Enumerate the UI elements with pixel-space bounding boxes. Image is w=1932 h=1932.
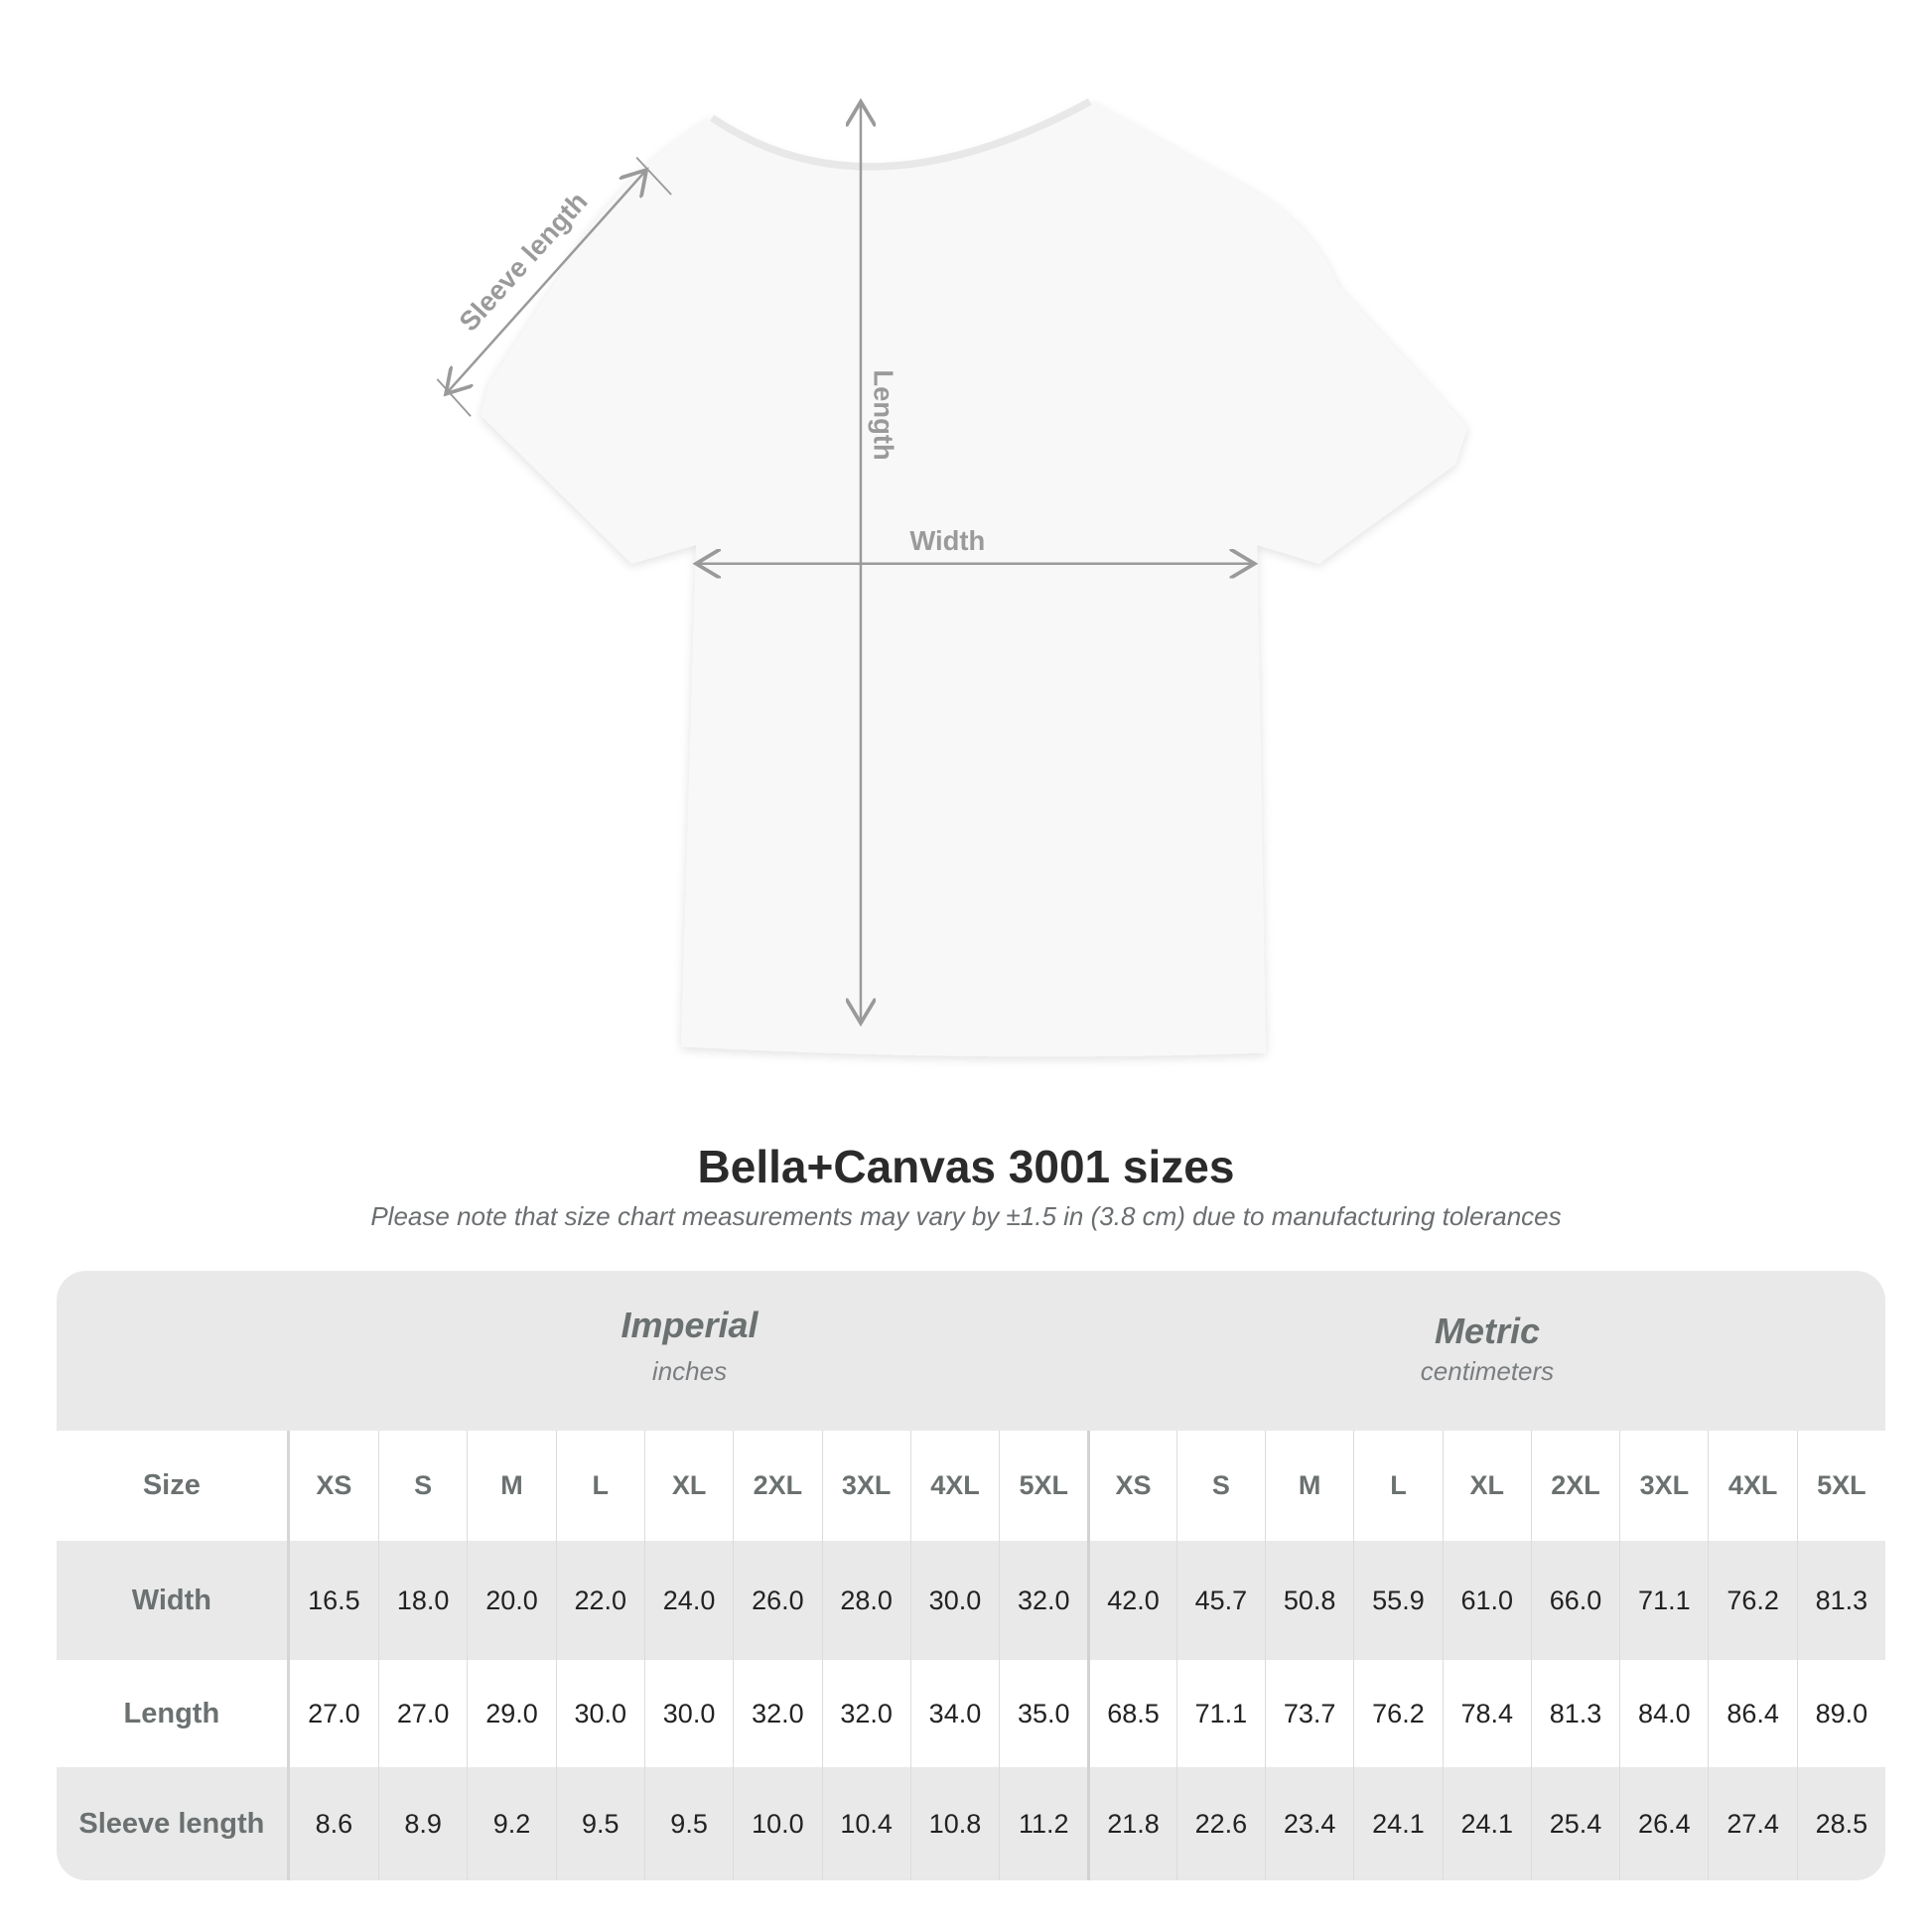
value-cell-metric: 68.5 [1087,1660,1175,1767]
value-cell-metric: 71.1 [1619,1541,1708,1660]
value-cell-imperial: 8.6 [315,1808,353,1839]
tshirt-image [481,101,1468,1057]
value-cell-metric: 45.7 [1175,1541,1265,1660]
table-row-width: Width 16.5 18.0 20.0 22.0 24.0 26.0 28.0 30.0 32.… [57,1541,1885,1660]
value-cell-metric: 71.1 [1175,1660,1265,1767]
size-header-metric: 3XL [1619,1431,1708,1541]
size-header-imperial: 3XL [821,1431,910,1541]
value-cell-imperial: 34.0 [909,1660,999,1767]
value-cell-metric: 84.0 [1619,1660,1708,1767]
value-cell-imperial: 32.0 [999,1541,1087,1660]
size-header-imperial: M [467,1431,555,1541]
value-cell-imperial: 22.0 [555,1541,644,1660]
value-cell-imperial: 24.0 [643,1541,733,1660]
size-table: Imperial inches Metric centimeters Size X… [57,1271,1885,1880]
value-cell-imperial: 30.0 [643,1660,733,1767]
header-band [57,1271,1885,1431]
value-cell-metric: 86.4 [1708,1660,1796,1767]
value-cell-imperial: 10.8 [909,1767,999,1880]
size-header-imperial: 4XL [909,1431,999,1541]
value-cell-metric: 23.4 [1265,1767,1353,1880]
value-cell-metric: 24.1 [1442,1767,1531,1880]
value-cell-imperial: 11.2 [999,1767,1087,1880]
value-cell-metric: 76.2 [1353,1660,1442,1767]
value-cell-metric: 81.3 [1796,1541,1885,1660]
length-label: Length [869,369,899,460]
value-cell-imperial: 18.0 [378,1541,467,1660]
value-cell-metric: 24.1 [1353,1767,1442,1880]
value-cell-metric: 89.0 [1796,1660,1885,1767]
tshirt-diagram: Sleeve length Length Width [436,0,1468,1057]
value-cell-imperial: 10.4 [821,1767,910,1880]
imperial-unit: inches [651,1356,728,1386]
size-header-metric: M [1265,1431,1353,1541]
value-cell-metric: 61.0 [1442,1541,1531,1660]
value-cell-imperial: 28.0 [821,1541,910,1660]
row-label: Sleeve length [57,1767,290,1880]
value-cell-imperial: 9.5 [643,1767,733,1880]
value-cell-metric: 28.5 [1796,1767,1885,1880]
value-cell-metric: 22.6 [1175,1767,1265,1880]
size-header-metric: S [1175,1431,1265,1541]
row-label: Size [57,1431,290,1541]
size-header-imperial: S [378,1431,467,1541]
value-cell-imperial: 27.0 [378,1660,467,1767]
size-header-imperial: L [555,1431,644,1541]
value-cell-imperial: 16.5 [308,1585,360,1615]
value-cell-imperial: 35.0 [999,1660,1087,1767]
metric-header: Metric centimeters [1089,1271,1885,1431]
value-cell-metric: 21.8 [1087,1767,1175,1880]
value-cell-imperial: 10.0 [733,1767,821,1880]
value-cell-metric: 66.0 [1530,1541,1619,1660]
value-cell-imperial: 32.0 [821,1660,910,1767]
size-header-metric: 4XL [1708,1431,1796,1541]
size-header-imperial: XL [643,1431,733,1541]
tolerance-note: Please note that size chart measurements… [370,1201,1562,1231]
value-cell-imperial: 8.9 [378,1767,467,1880]
value-cell-metric: 27.4 [1708,1767,1796,1880]
value-cell-imperial: 20.0 [467,1541,555,1660]
value-cell-imperial: 32.0 [733,1660,821,1767]
imperial-title: Imperial [621,1305,759,1345]
size-header-imperial: XS [316,1470,352,1500]
value-cell-imperial: 29.0 [467,1660,555,1767]
value-cell-imperial: 27.0 [308,1698,360,1728]
size-header-metric: 5XL [1796,1431,1885,1541]
table-row-size: Size XS S M L XL 2XL 3XL 4XL 5XL XS S M L XL 2XL 3XL 4XL 5… [57,1431,1885,1541]
table-row-sleeve-length: Sleeve length 8.6 8.9 9.2 9.5 9.5 10.0 10.4 10.8… [57,1767,1885,1880]
metric-title: Metric [1434,1311,1541,1351]
chart-title: Bella+Canvas 3001 sizes [697,1141,1235,1192]
size-header-metric: XL [1442,1431,1531,1541]
size-header-imperial: 5XL [999,1431,1087,1541]
size-header-metric: L [1353,1431,1442,1541]
metric-unit: centimeters [1420,1356,1555,1386]
value-cell-imperial: 26.0 [733,1541,821,1660]
imperial-header: Imperial inches [290,1271,1089,1431]
value-cell-metric: 81.3 [1530,1660,1619,1767]
value-cell-imperial: 9.2 [467,1767,555,1880]
size-header-imperial: 2XL [733,1431,821,1541]
value-cell-metric: 42.0 [1087,1541,1175,1660]
row-label: Length [57,1660,290,1767]
size-header-metric: 2XL [1530,1431,1619,1541]
value-cell-imperial: 30.0 [555,1660,644,1767]
size-header-metric: XS [1087,1431,1175,1541]
value-cell-metric: 76.2 [1708,1541,1796,1660]
value-cell-metric: 73.7 [1265,1660,1353,1767]
value-cell-metric: 25.4 [1530,1767,1619,1880]
width-label: Width [909,525,985,556]
value-cell-metric: 50.8 [1265,1541,1353,1660]
row-label: Width [57,1541,290,1660]
table-row-length: Length 27.0 27.0 29.0 30.0 30.0 32.0 32.0 34.0 35… [57,1660,1885,1767]
value-cell-imperial: 30.0 [909,1541,999,1660]
value-cell-metric: 55.9 [1353,1541,1442,1660]
sleeve-arrow [446,170,646,394]
value-cell-metric: 78.4 [1442,1660,1531,1767]
value-cell-metric: 26.4 [1619,1767,1708,1880]
value-cell-imperial: 9.5 [555,1767,644,1880]
